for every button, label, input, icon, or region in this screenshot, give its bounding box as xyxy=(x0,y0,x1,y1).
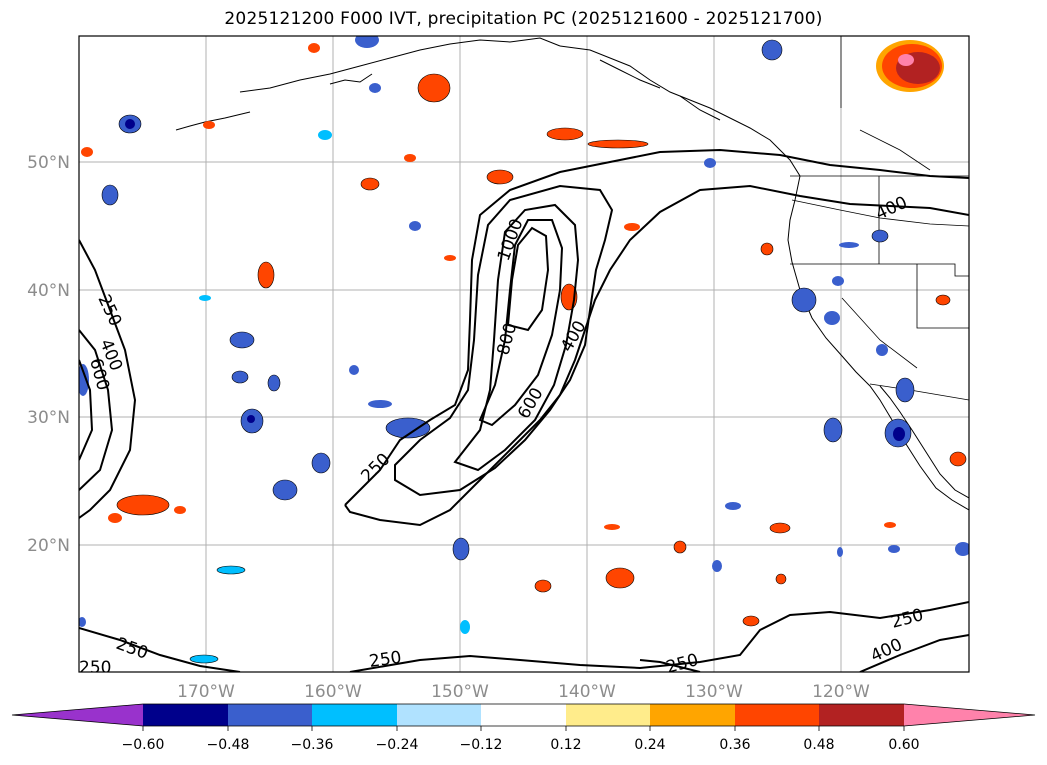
map-background xyxy=(79,36,969,672)
colorbar-tick-label: −0.24 xyxy=(376,737,419,753)
ivt-contours xyxy=(79,148,969,672)
colorbar-segment xyxy=(312,704,397,726)
lat-label: 30°N xyxy=(27,408,70,428)
colorbar-segment xyxy=(397,704,481,726)
colorbar-segment xyxy=(819,704,904,726)
contour-label: 250 xyxy=(79,658,111,678)
colorbar-ticks xyxy=(142,726,905,731)
colorbar-segment xyxy=(143,704,228,726)
colorbar-tick-label: 0.12 xyxy=(550,737,581,753)
colorbar-tick-label: 0.36 xyxy=(719,737,750,753)
lat-label: 50°N xyxy=(27,153,70,173)
colorbar-tick-label: −0.12 xyxy=(460,737,503,753)
latitude-labels: 50°N 40°N 30°N 20°N xyxy=(27,153,70,556)
colorbar-tick-label: −0.48 xyxy=(207,737,250,753)
political-borders xyxy=(790,36,969,401)
colorbar-segment xyxy=(650,704,735,726)
colorbar-extend-right xyxy=(904,704,1035,726)
colorbar-tick-label: 0.48 xyxy=(803,737,834,753)
colorbar-segment xyxy=(481,704,566,726)
colorbar-tick-label: −0.60 xyxy=(122,737,165,753)
lon-label: 140°W xyxy=(558,682,616,702)
graticule xyxy=(79,36,969,672)
lon-label: 170°W xyxy=(177,682,235,702)
map-title: 2025121200 F000 IVT, precipitation PC (2… xyxy=(224,9,823,29)
contour-label: 250 xyxy=(368,648,403,672)
colorbar-tick-label: −0.36 xyxy=(291,737,334,753)
colorbar-tick-label: 0.24 xyxy=(634,737,665,753)
contour-labels: 250 400 600 250 250 250 250 1000 800 600… xyxy=(79,193,926,678)
lon-label: 150°W xyxy=(431,682,489,702)
colorbar-tick-label: 0.60 xyxy=(888,737,919,753)
map-frame xyxy=(78,35,970,673)
lon-label: 160°W xyxy=(304,682,362,702)
colorbar-segment xyxy=(735,704,819,726)
colorbar-segment xyxy=(566,704,650,726)
precip-negative xyxy=(79,36,969,664)
lat-label: 20°N xyxy=(27,536,70,556)
precip-positive xyxy=(81,40,967,627)
lon-label: 120°W xyxy=(812,682,870,702)
map-content: 250 400 600 250 250 250 250 1000 800 600… xyxy=(79,36,969,678)
contour-label: 250 xyxy=(664,650,701,678)
lat-label: 40°N xyxy=(27,281,70,301)
longitude-labels: 170°W 160°W 150°W 140°W 130°W 120°W xyxy=(177,682,870,702)
colorbar-segment xyxy=(228,704,312,726)
colorbar: −0.60 −0.48 −0.36 −0.24 −0.12 0.12 0.24 … xyxy=(11,703,1036,753)
lon-label: 130°W xyxy=(685,682,743,702)
colorbar-extend-left xyxy=(12,704,143,726)
